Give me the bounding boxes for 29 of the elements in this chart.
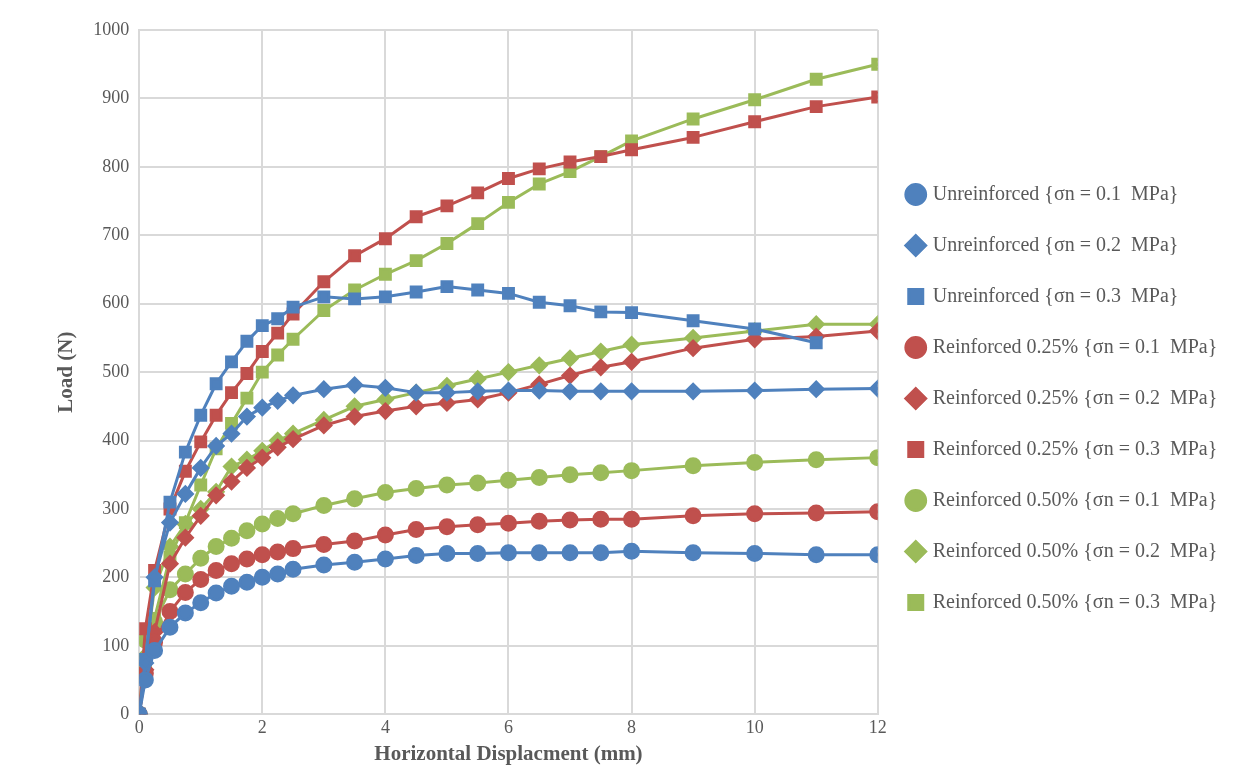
- y-tick-label: 0: [120, 702, 130, 723]
- legend-label: Reinforced 0.50% {σn = 0.3 MPa}: [932, 589, 1218, 612]
- y-tick-label: 900: [102, 87, 130, 108]
- y-tick-label: 100: [102, 634, 130, 655]
- legend-label: Reinforced 0.25% {σn = 0.1 MPa}: [932, 334, 1218, 357]
- y-tick-label: 1000: [93, 18, 130, 39]
- legend-label: Reinforced 0.25% {σn = 0.3 MPa}: [932, 436, 1218, 459]
- x-tick-label: 0: [134, 716, 144, 737]
- y-tick-label: 400: [102, 429, 130, 450]
- x-axis-title: Horizontal Displacment (mm): [374, 740, 643, 765]
- y-tick-label: 300: [102, 497, 130, 518]
- x-tick-label: 10: [745, 716, 764, 737]
- legend-label: Reinforced 0.50% {σn = 0.1 MPa}: [932, 487, 1218, 510]
- legend-label: Reinforced 0.25% {σn = 0.2 MPa}: [932, 385, 1218, 408]
- x-tick-label: 6: [503, 716, 513, 737]
- legend-label: Unreinforced {σn = 0.2 MPa}: [932, 232, 1179, 255]
- y-tick-label: 600: [102, 292, 130, 313]
- y-axis-title: Load (N): [53, 331, 78, 413]
- y-tick-label: 500: [102, 360, 130, 381]
- x-tick-label: 8: [627, 716, 637, 737]
- x-tick-label: 12: [868, 716, 887, 737]
- y-tick-label: 800: [102, 155, 130, 176]
- legend-label: Unreinforced {σn = 0.3 MPa}: [932, 283, 1179, 306]
- legend-label: Reinforced 0.50% {σn = 0.2 MPa}: [932, 538, 1218, 561]
- x-tick-label: 2: [257, 716, 267, 737]
- y-tick-label: 700: [102, 223, 130, 244]
- y-tick-label: 200: [102, 566, 130, 587]
- x-tick-label: 4: [380, 716, 390, 737]
- legend-label: Unreinforced {σn = 0.1 MPa}: [932, 181, 1179, 204]
